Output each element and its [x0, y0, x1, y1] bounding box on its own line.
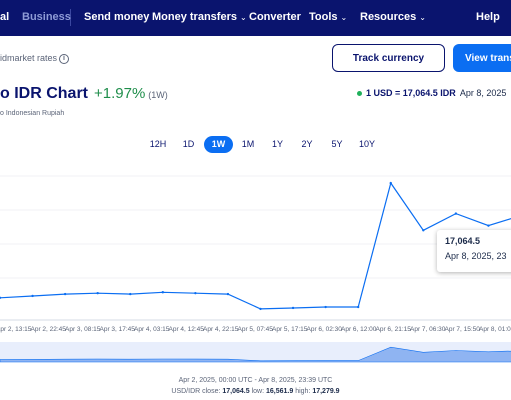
chevron-down-icon: ⌄ [239, 13, 247, 22]
live-dot-icon [357, 91, 362, 97]
top-navigation: al Business Send money Money transfers ⌄ … [0, 0, 511, 36]
period-tab-5y[interactable]: 5Y [331, 139, 343, 149]
period-tab-1w[interactable]: 1W [204, 136, 233, 153]
data-point [194, 291, 197, 295]
data-point [422, 229, 425, 232]
data-point [454, 212, 458, 215]
data-point [161, 291, 165, 294]
nav-personal[interactable]: al [0, 11, 10, 23]
track-currency-button[interactable]: Track currency [332, 44, 445, 72]
data-point [389, 181, 392, 185]
x-tick-label: Apr 4, 12:45 [169, 326, 205, 333]
rate-date: Apr 8, 2025 [459, 88, 507, 98]
x-tick-label: Apr 5, 17:15 [272, 326, 308, 333]
period-tab-1d[interactable]: 1D [182, 139, 195, 149]
data-point [96, 291, 99, 295]
data-point [291, 306, 295, 310]
period-selector: 12H 1D 1W 1M 1Y 2Y 5Y 10Y [143, 136, 382, 154]
x-tick-label: Apr 7, 06:30 [410, 326, 446, 333]
x-tick-label: Apr 6, 12:00 [341, 326, 377, 333]
chart-title: o IDR Chart [0, 85, 88, 102]
page-title: o IDR Chart +1.97% (1W) [0, 85, 168, 103]
change-period: (1W) [148, 90, 168, 100]
close-label: USD/IDR close: [171, 388, 221, 395]
nav-money-transfers[interactable]: Money transfers ⌄ [152, 11, 247, 23]
data-point [259, 307, 262, 311]
period-tab-1m[interactable]: 1M [241, 139, 255, 149]
navigator-series [0, 346, 511, 363]
currency-subtitle: o Indonesian Rupiah [0, 110, 65, 117]
change-percent: +1.97% [94, 85, 146, 102]
high-value: 17,279.9 [312, 388, 340, 395]
period-tab-1y[interactable]: 1Y [271, 139, 283, 149]
x-tick-label: Apr 6, 02:30 [307, 326, 343, 333]
nav-business[interactable]: Business [22, 11, 71, 23]
x-tick-label: Apr 8, 01:00 [479, 326, 511, 333]
close-value: 17,064.5 [222, 388, 250, 395]
chevron-down-icon: ⌄ [419, 13, 426, 22]
x-tick-label: Apr 4, 22:15 [203, 326, 239, 333]
data-point [487, 224, 490, 227]
series-line-usd-idr [0, 181, 511, 310]
close-summary: USD/IDR close: 17,064.5 low: 16,561.9 hi… [0, 388, 511, 395]
nav-resources-label: Resources [360, 11, 417, 23]
midmarket-rates-label: idmarket rates [0, 53, 58, 63]
nav-converter[interactable]: Converter [249, 11, 301, 23]
period-tab-12h[interactable]: 12H [149, 139, 167, 149]
chevron-down-icon: ⌄ [340, 13, 348, 22]
nav-send-money[interactable]: Send money [84, 11, 150, 23]
data-point [129, 292, 132, 296]
nav-divider [70, 9, 71, 26]
data-point [0, 296, 2, 299]
x-tick-label: Apr 3, 08:15 [65, 326, 101, 333]
chart-tooltip: 17,064.5 Apr 8, 2025, 23 [437, 230, 511, 272]
data-point [324, 305, 327, 309]
rate-value: 1 USD = 17,064.5 IDR [366, 88, 456, 98]
x-tick-label: Apr 6, 21:15 [376, 326, 412, 333]
view-transfer-button[interactable]: View transf [453, 44, 511, 72]
nav-help[interactable]: Help [476, 11, 500, 23]
x-tick-label: Apr 2, 13:15 [0, 326, 32, 333]
x-tick-label: Apr 2, 22:45 [31, 326, 67, 333]
data-point [226, 292, 230, 296]
tooltip-date: Apr 8, 2025, 23 [445, 251, 507, 261]
info-icon[interactable]: i [59, 53, 70, 64]
x-tick-label: Apr 4, 03:15 [134, 326, 170, 333]
tooltip-value: 17,064.5 [445, 236, 481, 246]
high-label: high: [295, 388, 311, 395]
nav-tools-label: Tools [309, 11, 338, 23]
data-point [31, 294, 34, 298]
x-tick-label: Apr 3, 17:45 [100, 326, 136, 333]
low-value: 16,561.9 [265, 388, 294, 395]
date-range: Apr 2, 2025, 00:00 UTC - Apr 8, 2025, 23… [178, 377, 333, 384]
data-point [356, 305, 360, 309]
period-tab-2y[interactable]: 2Y [301, 139, 313, 149]
nav-money-transfers-label: Money transfers [152, 11, 237, 23]
current-rate: 1 USD = 17,064.5 IDR Apr 8, 2025 [357, 88, 506, 98]
low-label: low: [251, 388, 265, 395]
period-tab-10y[interactable]: 10Y [358, 139, 375, 149]
nav-tools[interactable]: Tools ⌄ [309, 11, 347, 23]
x-tick-label: Apr 7, 15:50 [445, 326, 481, 333]
midmarket-rates-link[interactable]: idmarket rates i [0, 53, 70, 64]
nav-resources[interactable]: Resources ⌄ [360, 11, 426, 23]
data-point [63, 292, 67, 296]
x-tick-label: Apr 5, 07:45 [238, 326, 274, 333]
